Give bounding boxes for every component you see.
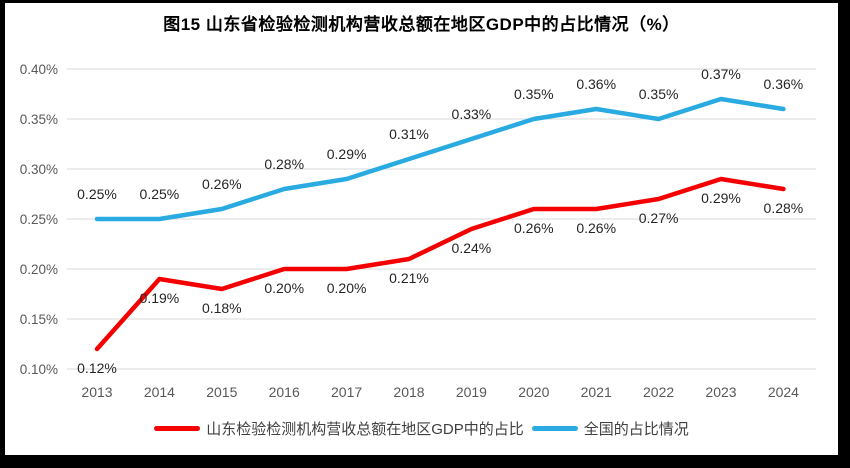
x-axis-tick-label: 2018 xyxy=(393,384,424,400)
data-label: 0.37% xyxy=(701,66,741,82)
legend: 山东检验检测机构营收总额在地区GDP中的占比 全国的占比情况 xyxy=(5,418,838,439)
data-label: 0.28% xyxy=(764,200,804,216)
x-axis-tick-label: 2016 xyxy=(269,384,300,400)
data-label: 0.19% xyxy=(140,290,180,306)
x-axis-tick-label: 2017 xyxy=(331,384,362,400)
x-axis-tick-label: 2024 xyxy=(768,384,799,400)
data-label: 0.20% xyxy=(264,280,304,296)
y-axis-tick-label: 0.25% xyxy=(20,212,58,227)
x-axis-tick-label: 2021 xyxy=(581,384,612,400)
data-label: 0.35% xyxy=(639,86,679,102)
data-label: 0.36% xyxy=(764,76,804,92)
data-label: 0.26% xyxy=(514,220,554,236)
x-axis-tick-label: 2020 xyxy=(518,384,549,400)
data-label: 0.28% xyxy=(264,156,304,172)
data-label: 0.29% xyxy=(701,190,741,206)
legend-label-shandong: 山东检验检测机构营收总额在地区GDP中的占比 xyxy=(206,421,524,438)
x-axis-tick-label: 2019 xyxy=(456,384,487,400)
data-label: 0.33% xyxy=(452,106,492,122)
data-label: 0.35% xyxy=(514,86,554,102)
data-label: 0.26% xyxy=(576,220,616,236)
data-label: 0.29% xyxy=(327,146,367,162)
x-axis-tick-label: 2014 xyxy=(144,384,175,400)
chart-title: 图15 山东省检验检测机构营收总额在地区GDP中的占比情况（%） xyxy=(163,15,680,34)
y-axis-tick-label: 0.35% xyxy=(20,112,58,127)
y-axis-tick-label: 0.10% xyxy=(20,362,58,377)
data-label: 0.27% xyxy=(639,210,679,226)
data-label: 0.18% xyxy=(202,300,242,316)
y-axis-tick-label: 0.20% xyxy=(20,262,58,277)
data-label: 0.24% xyxy=(452,240,492,256)
data-label: 0.12% xyxy=(77,360,117,376)
y-axis-tick-label: 0.40% xyxy=(20,62,58,77)
x-axis-tick-label: 2013 xyxy=(81,384,112,400)
data-label: 0.25% xyxy=(77,186,117,202)
y-axis-tick-label: 0.30% xyxy=(20,162,58,177)
data-label: 0.20% xyxy=(327,280,367,296)
x-axis-tick-label: 2023 xyxy=(705,384,736,400)
legend-line-blue xyxy=(531,426,578,431)
y-axis-tick-label: 0.15% xyxy=(20,312,58,327)
data-label: 0.36% xyxy=(576,76,616,92)
data-label: 0.31% xyxy=(389,126,429,142)
legend-item-shandong: 山东检验检测机构营收总额在地区GDP中的占比 xyxy=(154,418,524,439)
x-axis-tick-label: 2015 xyxy=(206,384,237,400)
x-axis-tick-label: 2022 xyxy=(643,384,674,400)
series-line-1 xyxy=(94,96,786,222)
data-label: 0.26% xyxy=(202,176,242,192)
data-label: 0.21% xyxy=(389,270,429,286)
legend-line-red xyxy=(154,426,201,431)
data-label: 0.25% xyxy=(140,186,180,202)
legend-label-national: 全国的占比情况 xyxy=(583,421,689,438)
legend-item-national: 全国的占比情况 xyxy=(531,418,689,439)
chart-card xyxy=(5,3,838,455)
series-line-0 xyxy=(94,176,786,352)
